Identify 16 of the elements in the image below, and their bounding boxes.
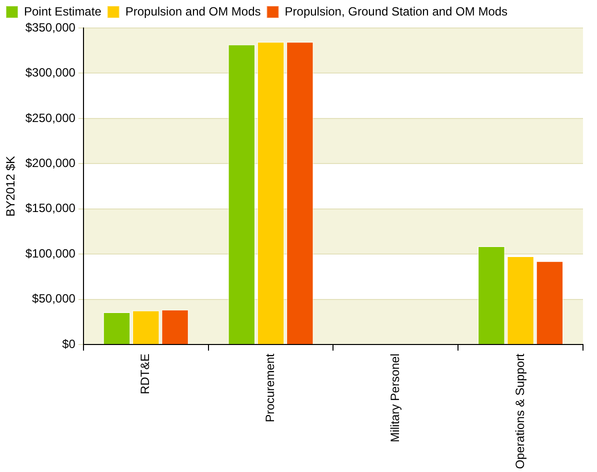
- y-tick-label: $150,000: [25, 201, 76, 216]
- y-tick-label: $200,000: [25, 156, 76, 170]
- y-tick-label: $50,000: [32, 292, 76, 306]
- y-tick-label: $100,000: [25, 246, 76, 260]
- y-tick-label: $250,000: [25, 110, 76, 125]
- y-tick-label: $300,000: [25, 66, 76, 80]
- x-tick-label: Military Personel: [388, 354, 402, 442]
- y-axis-title: BY2012 $K: [4, 156, 18, 217]
- x-tick-label: Operations & Support: [512, 352, 527, 470]
- x-tick-label: RDT&E: [138, 354, 152, 394]
- legend-label: Point Estimate: [24, 4, 102, 18]
- x-tick-label: Procurement: [263, 352, 278, 422]
- legend-label: Propulsion and OM Mods: [125, 4, 261, 18]
- legend-label: Propulsion, Ground Station and OM Mods: [284, 4, 508, 18]
- y-tick-label: $350,000: [25, 20, 76, 34]
- y-tick-label: $0: [62, 336, 76, 351]
